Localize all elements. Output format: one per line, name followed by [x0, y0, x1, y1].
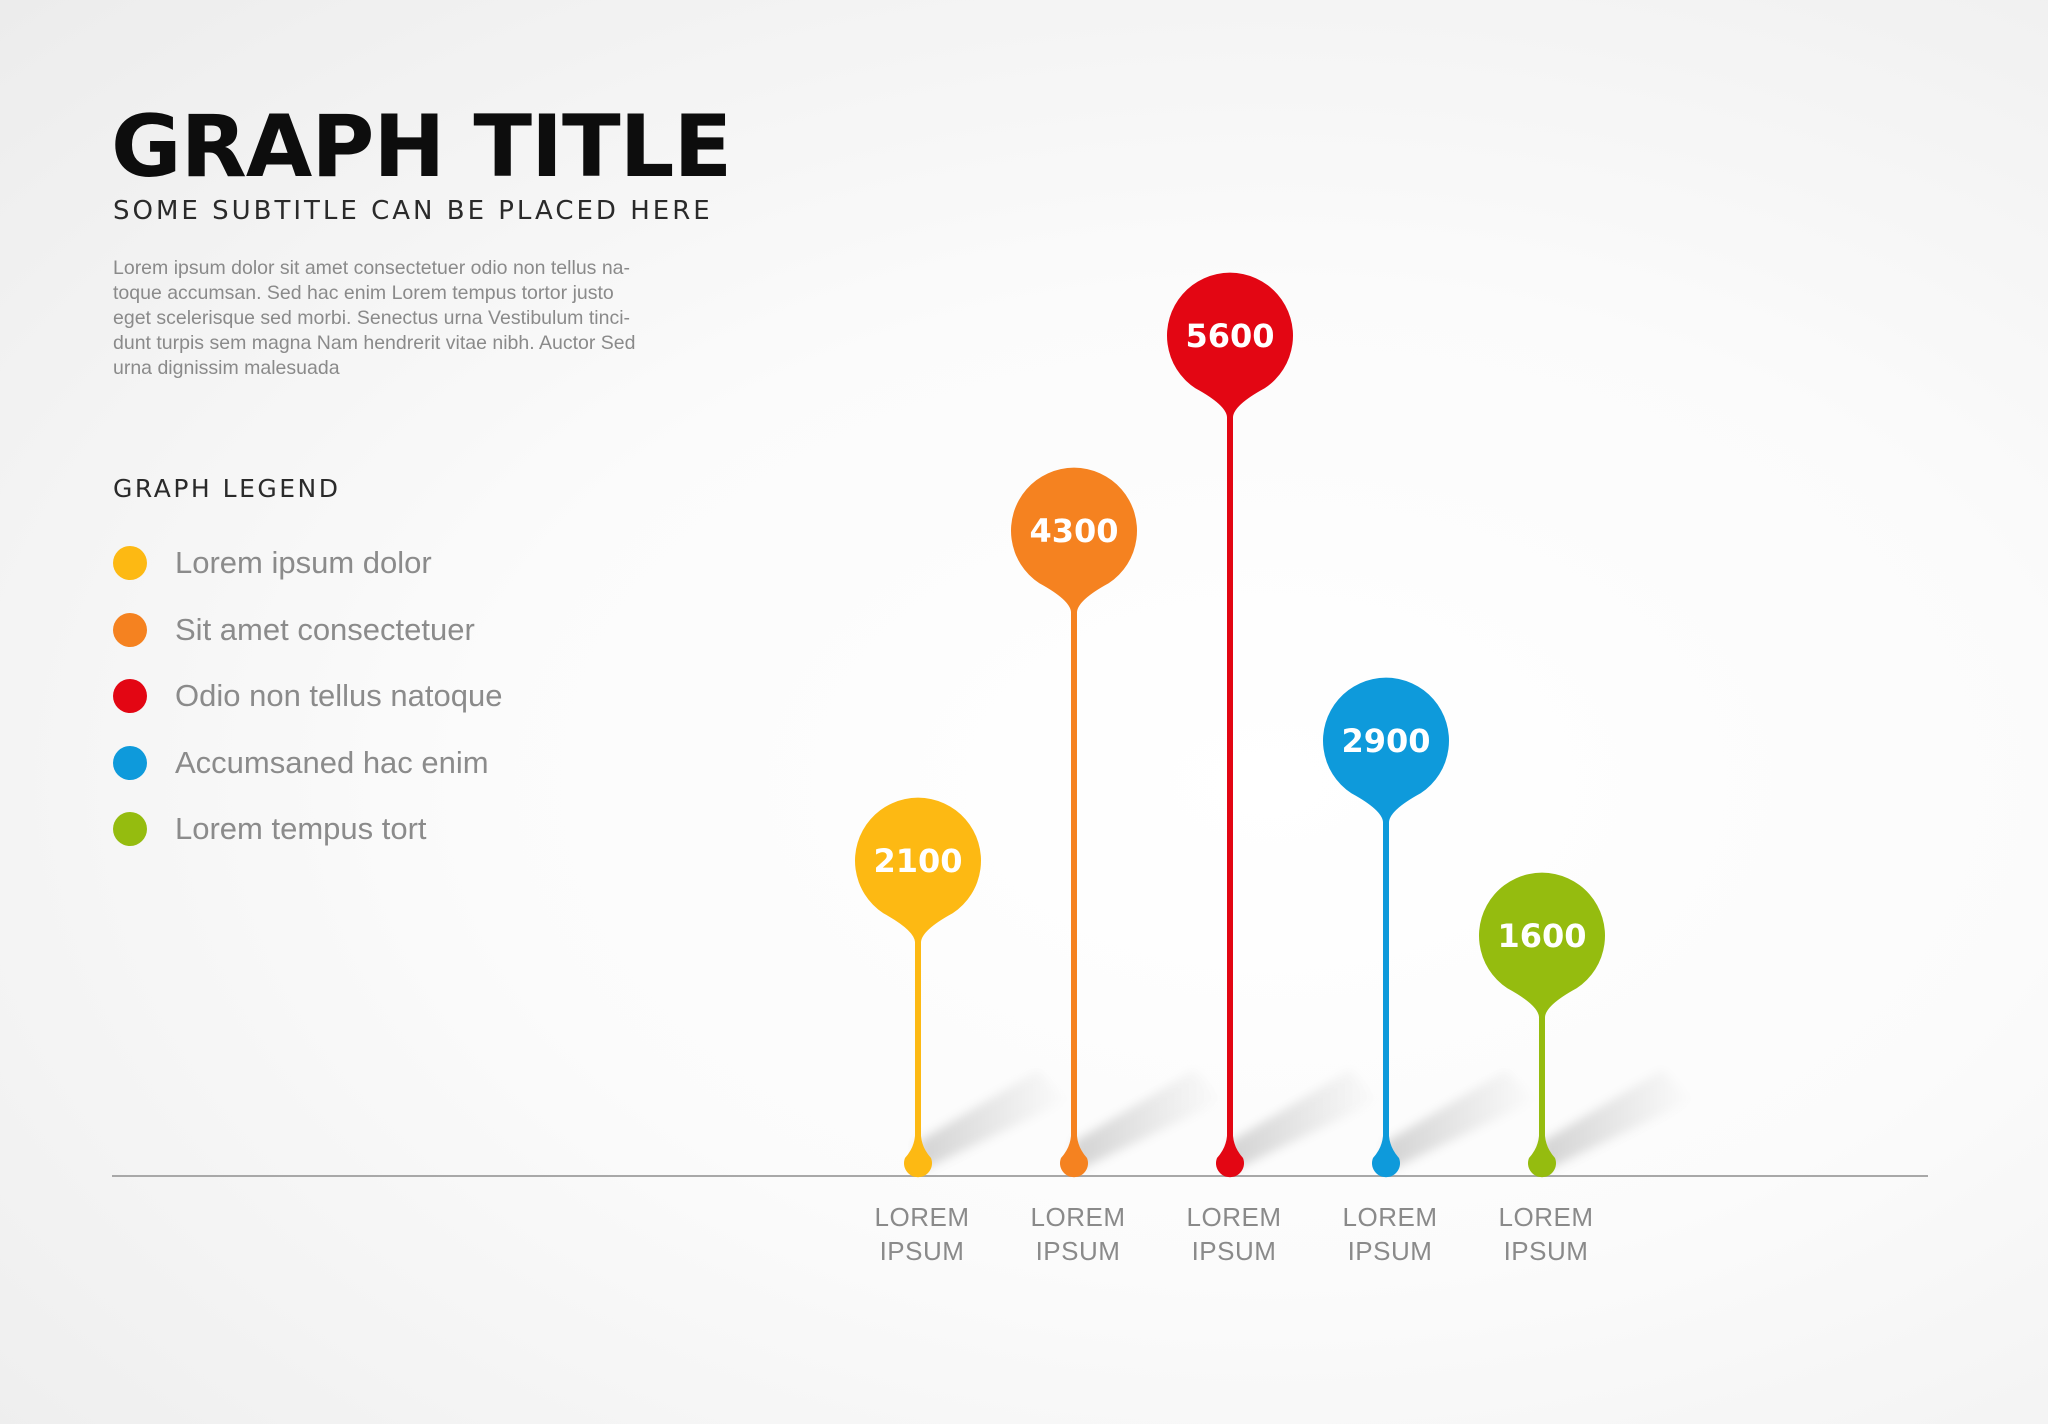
legend-dot-icon — [113, 812, 147, 847]
stem-shadow — [1386, 1070, 1536, 1172]
legend-item: Lorem tempus tort — [113, 796, 502, 863]
stem-shadow — [1542, 1070, 1692, 1172]
legend-label: Lorem ipsum dolor — [175, 545, 432, 581]
legend-title: GRAPH LEGEND — [113, 474, 341, 503]
bar-stem — [915, 938, 921, 1150]
graph-subtitle: SOME SUBTITLE CAN BE PLACED HERE — [113, 196, 713, 226]
bubble-marker — [1011, 467, 1137, 612]
stem-drop — [1216, 1136, 1244, 1178]
legend-label: Accumsaned hac enim — [175, 744, 489, 780]
category-label: LOREM IPSUM — [1499, 1202, 1594, 1266]
bubble-marker — [1322, 677, 1449, 822]
stem-shadow — [1074, 1070, 1224, 1172]
bar-stem — [1071, 608, 1077, 1150]
legend-label: Sit amet consectetuer — [175, 611, 475, 647]
legend-item: Accumsaned hac enim — [113, 730, 502, 797]
stem-drop — [1528, 1136, 1556, 1178]
legend-item: Odio non tellus natoque — [113, 663, 502, 730]
legend-label: Lorem tempus tort — [175, 811, 427, 847]
category-label: LOREM IPSUM — [1031, 1202, 1126, 1266]
bar-stem — [1539, 1013, 1545, 1150]
legend-item: Sit amet consectetuer — [113, 597, 502, 664]
category-label: LOREM IPSUM — [875, 1202, 970, 1266]
bar-stem — [1383, 818, 1389, 1150]
stem-drop — [904, 1136, 932, 1178]
bubble-marker — [1479, 872, 1606, 1017]
data-label: 2100 — [873, 842, 962, 880]
data-label: 2900 — [1341, 722, 1430, 760]
legend-dot-icon — [113, 679, 147, 714]
legend-dot-icon — [113, 546, 147, 581]
legend-dot-icon — [113, 745, 147, 780]
category-label: LOREM IPSUM — [1343, 1202, 1438, 1266]
stem-drop — [1372, 1136, 1400, 1178]
bar-stem — [1227, 413, 1233, 1150]
data-label: 4300 — [1029, 512, 1118, 550]
legend-label: Odio non tellus natoque — [175, 678, 503, 714]
legend-item: Lorem ipsum dolor — [113, 530, 502, 597]
description-text: Lorem ipsum dolor sit amet consectetuer … — [113, 257, 636, 379]
data-label: 1600 — [1497, 917, 1586, 955]
graph-legend: Lorem ipsum dolor Sit amet consectetuer … — [113, 530, 502, 863]
stem-drop — [1060, 1136, 1089, 1178]
stem-shadow — [1230, 1070, 1380, 1172]
bubble-marker — [855, 797, 982, 942]
bubble-marker — [1167, 272, 1294, 417]
legend-dot-icon — [113, 612, 147, 647]
category-label: LOREM IPSUM — [1187, 1202, 1282, 1266]
graph-title: GRAPH TITLE — [111, 97, 732, 197]
data-label: 5600 — [1185, 317, 1274, 355]
stem-shadow — [918, 1070, 1068, 1172]
